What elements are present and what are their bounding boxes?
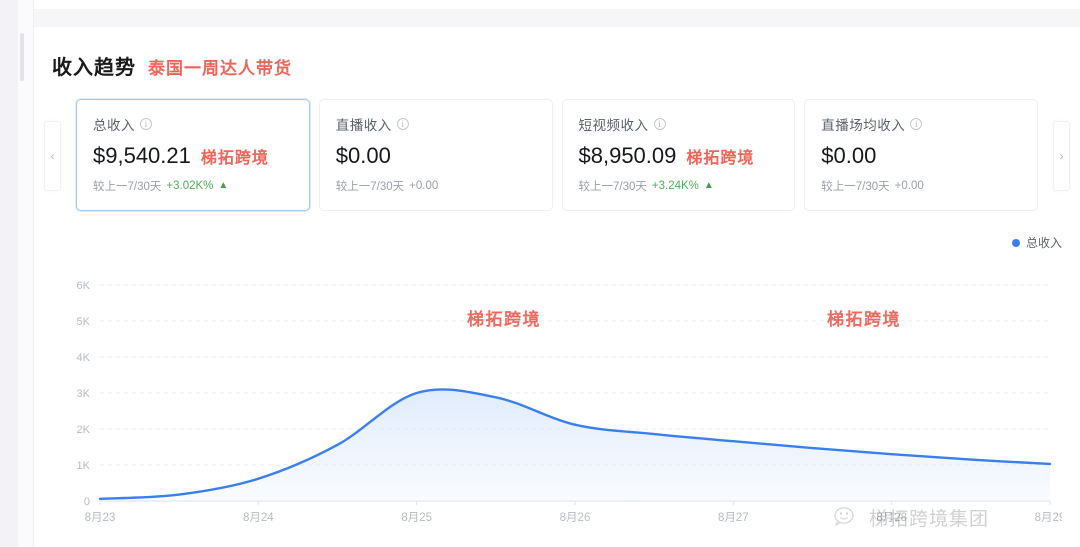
metric-card-delta-value: +3.24K%	[651, 180, 699, 192]
metric-card-delta-prefix: 较上一7/30天	[93, 181, 162, 193]
info-icon[interactable]: i	[396, 118, 409, 130]
metric-card-delta-row: 较上一7/30天 +0.00	[821, 178, 1021, 194]
chevron-right-icon: ›	[1059, 149, 1064, 163]
svg-text:4K: 4K	[77, 352, 91, 364]
metric-card-carousel: ‹ 总收入 i $9,540.21 梯拓跨境 较上一7/30天 +3.02K%	[44, 99, 1070, 214]
revenue-chart: 0 1K 2K 3K 4K 5K 6K 8月23 8月24 8月25 8月26 8月27 8月28 8月2…	[52, 267, 1062, 547]
svg-text:8月26: 8月26	[560, 512, 591, 524]
metric-card-watermark: 梯拓跨境	[686, 150, 755, 167]
metric-card-delta-prefix: 较上一7/30天	[335, 181, 405, 193]
svg-text:8月28: 8月28	[876, 512, 907, 524]
panel-header: 收入趋势 泰国一周达人带货	[52, 51, 292, 80]
page-top-band	[34, 9, 1080, 27]
metric-card-avg-live-revenue[interactable]: 直播场均收入 i $0.00 较上一7/30天 +0.00	[804, 99, 1038, 211]
page-left-rail	[18, 0, 34, 547]
metric-card-delta-row: 较上一7/30天 +0.00	[336, 178, 536, 194]
svg-text:8月29: 8月29	[1035, 512, 1062, 524]
metric-card-watermark: 梯拓跨境	[200, 150, 269, 167]
metric-card-label-row: 直播收入 i	[336, 114, 536, 134]
chart-watermark-right: 梯拓跨境	[827, 310, 901, 329]
svg-text:6K: 6K	[77, 280, 91, 292]
svg-text:5K: 5K	[77, 316, 91, 328]
wechat-icon	[834, 506, 854, 526]
revenue-trend-panel: 收入趋势 泰国一周达人带货 ‹ 总收入 i $9,540.21 梯拓跨境	[34, 27, 1080, 547]
metric-card-value: $9,540.21	[93, 143, 191, 168]
carousel-prev-button[interactable]: ‹	[44, 121, 61, 191]
metric-card-delta-value: +0.00	[894, 180, 924, 192]
wechat-watermark: 梯拓跨境集团	[833, 504, 989, 531]
metric-card-value-row: $0.00	[821, 143, 1021, 169]
trend-up-icon: ▲	[703, 180, 714, 191]
legend-color-dot	[1011, 238, 1020, 247]
svg-text:8月24: 8月24	[243, 512, 274, 524]
metric-card-value-row: $0.00	[336, 143, 536, 169]
metric-card-total-revenue[interactable]: 总收入 i $9,540.21 梯拓跨境 较上一7/30天 +3.02K% ▲	[76, 99, 310, 211]
chart-legend[interactable]: 总收入	[1011, 234, 1062, 251]
revenue-chart-svg: 0 1K 2K 3K 4K 5K 6K 8月23 8月24 8月25 8月26 8月27 8月28 8月2…	[77, 280, 1062, 524]
metric-card-label: 短视频收入	[578, 118, 649, 133]
metric-card-label: 直播收入	[335, 118, 392, 133]
metric-card-delta-row: 较上一7/30天 +3.02K% ▲	[93, 178, 293, 194]
metric-card-short-video-revenue[interactable]: 短视频收入 i $8,950.09 梯拓跨境 较上一7/30天 +3.24K% …	[561, 99, 796, 211]
chart-watermark-left: 梯拓跨境	[467, 310, 541, 329]
metric-card-list: 总收入 i $9,540.21 梯拓跨境 较上一7/30天 +3.02K% ▲	[76, 99, 1038, 212]
svg-text:0: 0	[84, 496, 90, 508]
svg-text:8月25: 8月25	[401, 512, 432, 524]
metric-card-value-row: $8,950.09 梯拓跨境	[579, 143, 779, 169]
metric-card-live-revenue[interactable]: 直播收入 i $0.00 较上一7/30天 +0.00	[318, 99, 553, 211]
metric-card-delta-row: 较上一7/30天 +3.24K% ▲	[579, 178, 779, 194]
page-title: 收入趋势	[52, 57, 136, 79]
info-icon[interactable]: i	[140, 118, 152, 130]
carousel-next-button[interactable]: ›	[1053, 121, 1070, 191]
info-icon[interactable]: i	[910, 118, 923, 130]
metric-card-label-row: 短视频收入 i	[579, 114, 779, 134]
chevron-left-icon: ‹	[50, 149, 55, 163]
svg-text:3K: 3K	[77, 388, 91, 400]
metric-card-label: 总收入	[93, 118, 135, 133]
wechat-watermark-label: 梯拓跨境集团	[869, 509, 990, 530]
metric-card-label-row: 总收入 i	[93, 114, 293, 134]
metric-card-value: $8,950.09	[578, 143, 677, 168]
metric-card-delta-prefix: 较上一7/30天	[821, 181, 890, 193]
metric-card-value-row: $9,540.21 梯拓跨境	[93, 143, 293, 169]
trend-up-icon: ▲	[218, 180, 229, 191]
info-icon[interactable]: i	[653, 118, 666, 130]
metric-card-delta-value: +3.02K%	[166, 180, 214, 192]
page-left-gutter	[0, 0, 18, 547]
metric-card-value: $0.00	[335, 143, 391, 168]
svg-text:2K: 2K	[77, 424, 91, 436]
svg-text:8月27: 8月27	[718, 512, 749, 524]
metric-card-delta-prefix: 较上一7/30天	[578, 181, 647, 193]
svg-text:8月23: 8月23	[85, 512, 116, 524]
vertical-scrollbar-thumb[interactable]	[20, 33, 24, 81]
legend-label: 总收入	[1025, 236, 1062, 250]
title-watermark-text: 泰国一周达人带货	[148, 59, 292, 78]
metric-card-label-row: 直播场均收入 i	[821, 114, 1021, 134]
metric-card-delta-value: +0.00	[409, 180, 439, 192]
metric-card-label: 直播场均收入	[821, 118, 906, 133]
svg-text:1K: 1K	[77, 460, 91, 472]
metric-card-value: $0.00	[821, 143, 877, 168]
